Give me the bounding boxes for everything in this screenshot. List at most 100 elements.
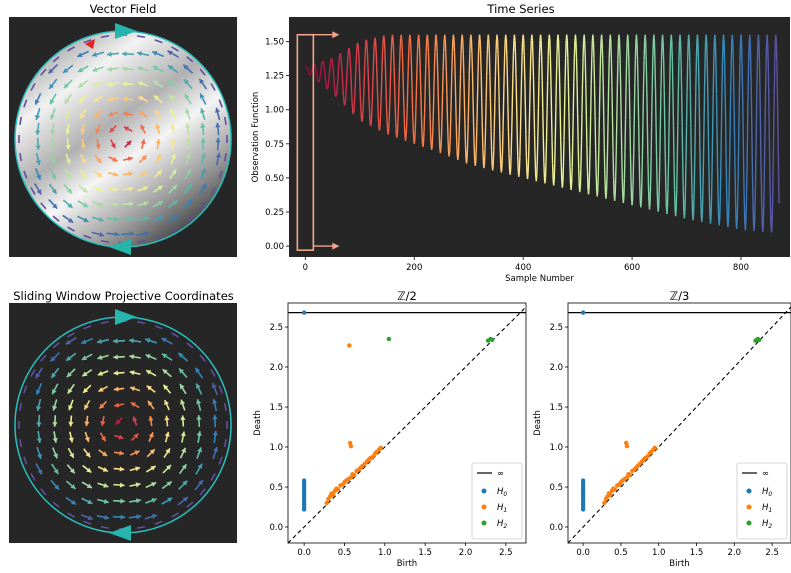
signal-segment [603,116,606,148]
field-arrow-head [65,159,71,165]
signal-segment [511,104,513,132]
x-tick-label: 0.0 [297,548,311,558]
signal-segment [721,62,724,94]
signal-segment [595,172,598,191]
signal-segment [650,88,653,123]
y-tick-label: 0.0 [269,523,283,533]
field-arrow-head [161,353,168,359]
signal-segment [723,62,726,94]
point-h1 [351,472,357,478]
signal-segment [386,119,389,131]
rim-arrow [83,39,92,44]
y-tick-label: 0.5 [549,483,563,493]
signal-segment [519,133,522,157]
signal-segment [475,146,478,162]
rim-arrow [67,512,75,518]
signal-segment [429,132,432,146]
field-arrow-head [170,109,175,115]
field-arrow-head [67,188,72,194]
rim-arrow [171,226,179,232]
field-arrow-head [98,216,104,222]
signal-segment [359,81,362,97]
signal-segment [587,188,590,195]
signal-segment [495,39,498,55]
signal-segment [677,90,680,126]
signal-segment [767,63,770,96]
signal-segment [727,219,730,228]
signal-segment [538,56,541,81]
field-arrow-head [128,186,134,192]
field-arrow-head [50,356,56,362]
signal-segment [416,38,419,51]
field-arrow-head [112,156,118,162]
field-arrow-head [184,93,190,100]
x-tick-label: 2.0 [728,548,742,558]
rim-arrow [52,501,60,508]
signal-segment [753,223,756,232]
signal-segment [672,125,675,160]
field-arrow-head [36,405,42,411]
signal-segment [323,68,326,74]
x-tick-label: 1.0 [378,548,392,558]
signal-segment [757,34,760,43]
field-arrow-head [50,99,55,105]
field-arrow-head [151,513,158,519]
legend-label-h1: H1 [762,503,772,514]
signal-segment [415,89,418,111]
signal-segment [594,115,597,147]
rim-arrow [30,187,36,195]
signal-segment [605,174,608,193]
signal-segment [352,111,355,115]
signal-segment [374,37,377,42]
signal-segment [319,68,322,73]
field-arrow-head [127,156,133,162]
signal-segment [555,56,558,82]
signal-segment [769,171,772,204]
signal-segment [550,81,553,110]
signal-segment [354,66,357,81]
field-arrow-head [139,110,145,116]
signal-segment [431,133,434,146]
field-arrow-head [120,514,126,520]
signal-segment [721,41,724,63]
signal-segment [674,209,677,217]
field-arrow-head [66,372,72,378]
signal-segment [777,171,780,204]
signal-segment [702,164,705,195]
field-arrow-head [132,416,138,422]
signal-segment [606,148,609,175]
signal-segment [715,62,718,94]
signal-segment [479,54,482,76]
signal-segment [559,110,562,141]
x-tick-label: 1.5 [690,548,704,558]
field-arrow-head [170,153,176,160]
signal-segment [310,72,312,75]
signal-segment [765,42,768,64]
signal-segment [528,79,531,108]
signal-segment [442,52,445,72]
signal-segment [393,66,396,86]
signal-segment [383,39,386,50]
field-arrow-head [148,416,154,421]
signal-segment [324,73,327,80]
rim-arrow [23,99,28,108]
field-arrow-head [135,466,141,472]
field-arrow-head [158,215,164,221]
signal-segment [704,41,707,63]
signal-segment [305,66,308,69]
field-arrow-head [114,231,120,237]
signal-segment [342,96,345,103]
signal-segment [560,165,563,182]
field-arrow-head [201,183,207,189]
field-arrow-head [215,152,221,158]
rim-arrow [23,385,28,394]
signal-segment [580,143,583,170]
field-arrow-head [114,216,119,222]
signal-segment [307,72,310,75]
rim-arrow [199,68,206,76]
field-arrow-head [66,173,72,179]
field-arrow-head [83,387,89,393]
signal-segment [353,104,356,113]
signal-segment [366,42,369,53]
rim-arrow [19,152,23,162]
